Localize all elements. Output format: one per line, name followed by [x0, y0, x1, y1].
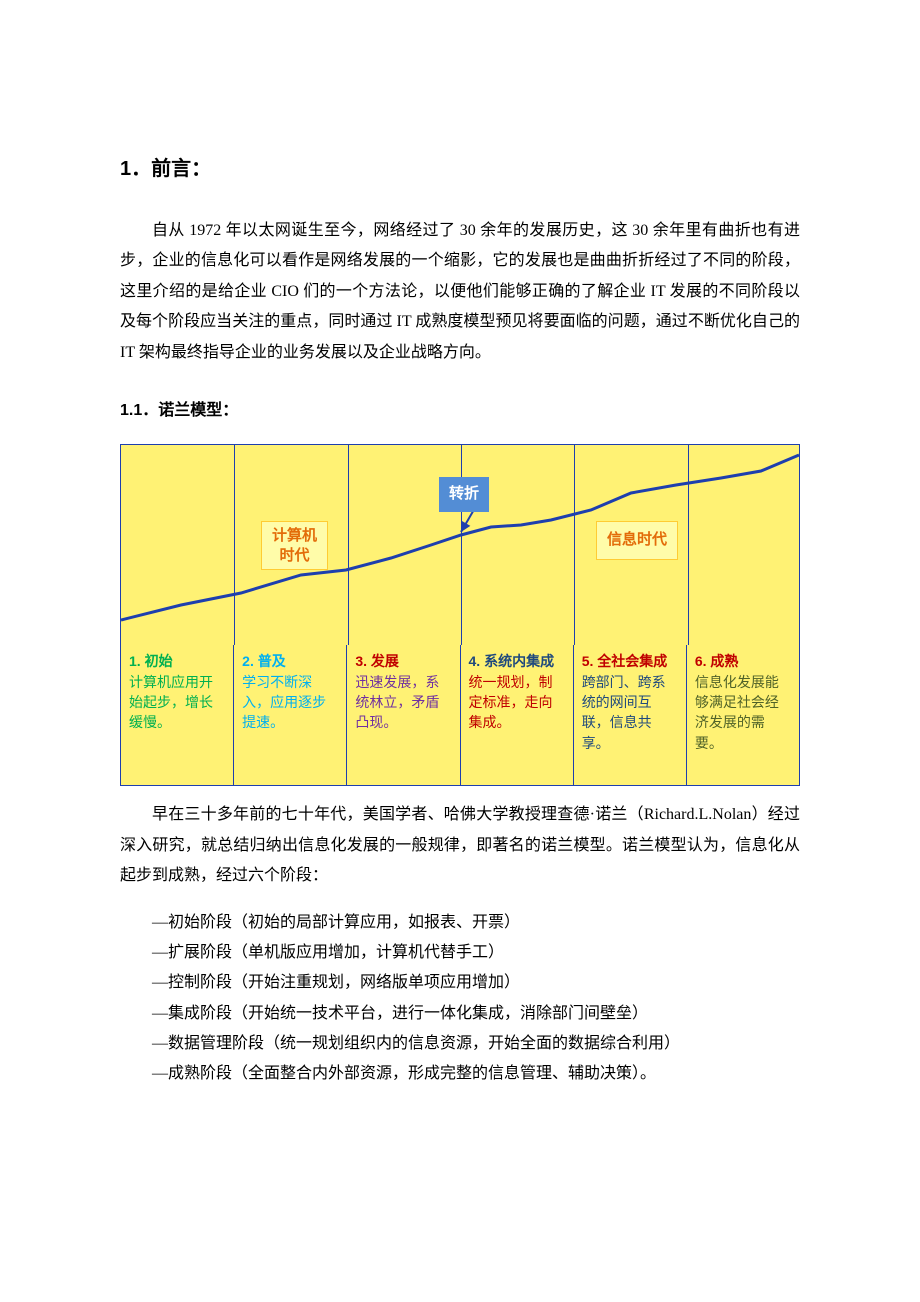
- stage-title: 2. 普及: [242, 651, 338, 671]
- stage-col-6: 6. 成熟 信息化发展能够满足社会经济发展的需要。: [686, 645, 799, 785]
- phase-item: —集成阶段（开始统一技术平台，进行一体化集成，消除部门间壁垒）: [120, 999, 800, 1029]
- figure-stages-row: 1. 初始 计算机应用开始起步，增长缓慢。 2. 普及 学习不断深入，应用逐步提…: [121, 645, 799, 785]
- stage-divider: [688, 445, 689, 645]
- figure-top-area: 转折 计算机 时代 信息时代: [121, 445, 799, 645]
- stage-col-3: 3. 发展 迅速发展，系统林立，矛盾凸现。: [346, 645, 459, 785]
- stage-divider: [461, 445, 462, 645]
- era-computer-label: 计算机 时代: [261, 521, 328, 570]
- phase-item: —控制阶段（开始注重规划，网络版单项应用增加）: [120, 968, 800, 998]
- stage-desc: 迅速发展，系统林立，矛盾凸现。: [355, 674, 451, 735]
- stage-title: 4. 系统内集成: [469, 651, 565, 671]
- stage-title: 5. 全社会集成: [582, 651, 678, 671]
- stage-divider: [234, 445, 235, 645]
- turning-point-label: 转折: [439, 477, 489, 512]
- stage-desc: 学习不断深入，应用逐步提速。: [242, 674, 338, 735]
- phase-item: —成熟阶段（全面整合内外部资源，形成完整的信息管理、辅助决策）。: [120, 1059, 800, 1089]
- stage-title: 3. 发展: [355, 651, 451, 671]
- after-figure-paragraph: 早在三十多年前的七十年代，美国学者、哈佛大学教授理查德·诺兰（Richard.L…: [120, 800, 800, 891]
- phase-item: —数据管理阶段（统一规划组织内的信息资源，开始全面的数据综合利用）: [120, 1029, 800, 1059]
- stage-desc: 跨部门、跨系统的网间互联，信息共享。: [582, 674, 678, 755]
- stage-desc: 统一规划，制定标准，走向集成。: [469, 674, 565, 735]
- stage-title: 6. 成熟: [695, 651, 791, 671]
- phase-item: —初始阶段（初始的局部计算应用，如报表、开票）: [120, 908, 800, 938]
- phase-item: —扩展阶段（单机版应用增加，计算机代替手工）: [120, 938, 800, 968]
- intro-paragraph: 自从 1972 年以太网诞生至今，网络经过了 30 余年的发展历史，这 30 余…: [120, 216, 800, 368]
- stage-divider: [348, 445, 349, 645]
- stage-desc: 信息化发展能够满足社会经济发展的需要。: [695, 674, 791, 755]
- stage-desc: 计算机应用开始起步，增长缓慢。: [129, 674, 225, 735]
- stage-col-4: 4. 系统内集成 统一规划，制定标准，走向集成。: [460, 645, 573, 785]
- stage-col-1: 1. 初始 计算机应用开始起步，增长缓慢。: [121, 645, 233, 785]
- stage-divider: [574, 445, 575, 645]
- document-page: 1．前言： 自从 1972 年以太网诞生至今，网络经过了 30 余年的发展历史，…: [0, 0, 920, 1302]
- stage-col-2: 2. 普及 学习不断深入，应用逐步提速。: [233, 645, 346, 785]
- heading-1-1: 1.1．诺兰模型：: [120, 396, 800, 426]
- curve-svg: [121, 445, 799, 645]
- stage-col-5: 5. 全社会集成 跨部门、跨系统的网间互联，信息共享。: [573, 645, 686, 785]
- heading-1: 1．前言：: [120, 150, 800, 188]
- stage-title: 1. 初始: [129, 651, 225, 671]
- nolan-model-figure: 转折 计算机 时代 信息时代 1. 初始 计算机应用开始起步，增长缓慢。 2. …: [120, 444, 800, 786]
- era-information-label: 信息时代: [596, 521, 678, 560]
